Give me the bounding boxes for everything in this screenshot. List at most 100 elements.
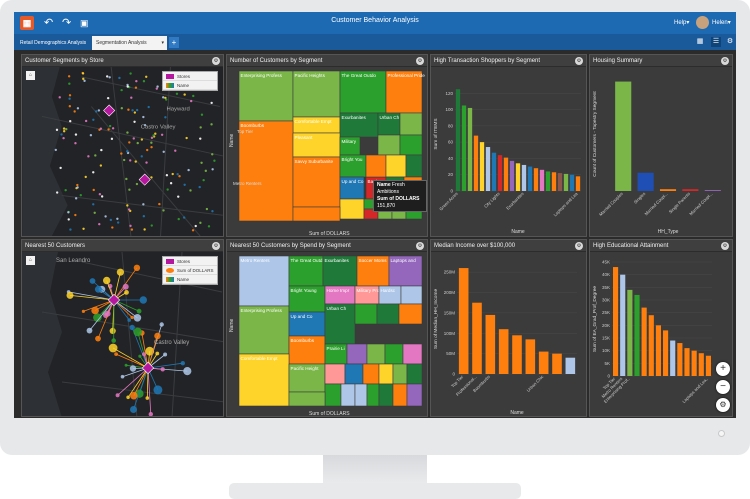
x-tick-label: Green Acres (438, 191, 458, 211)
map-home-icon[interactable]: ⌂ (26, 71, 35, 80)
treemap-cell (288, 335, 326, 365)
x-tick-label: Urban Chic (526, 374, 545, 393)
panel-title: Number of Customers by Segment ⚙ (227, 55, 427, 67)
user-menu[interactable]: Helen▾ (712, 20, 731, 26)
customer-point (143, 228, 146, 231)
treemap-cell-label: Laptops and (391, 258, 417, 263)
customer-point (200, 161, 203, 164)
bar (663, 330, 669, 376)
map-home-icon[interactable]: ⌂ (26, 256, 35, 265)
customer-point (127, 318, 131, 322)
gear-icon[interactable]: ⚙ (721, 57, 729, 65)
map-view[interactable]: San Leandro Castro Valley ⌂ Stores Sum o… (22, 251, 224, 417)
treemap-cell-label: The Great Outdo (342, 73, 377, 78)
customer-point (67, 218, 70, 221)
customer-point (93, 313, 102, 322)
customer-point (116, 268, 124, 276)
customer-point (64, 188, 67, 192)
bar (691, 350, 697, 376)
panel-nearest-50-map: Nearest 50 Customers ⚙ San Leandro Castro… (21, 239, 224, 417)
redo-icon[interactable]: ↷ (62, 17, 72, 29)
gear-icon[interactable]: ⚙ (212, 242, 220, 250)
customer-point (139, 296, 147, 304)
customer-point (205, 207, 209, 211)
customer-point (178, 175, 181, 178)
treemap-cell (378, 363, 394, 385)
customer-point (129, 224, 132, 228)
customer-point (211, 168, 214, 171)
settings-sliders-icon[interactable]: ⚙ (726, 38, 734, 45)
grid-view-icon[interactable]: ▦ (696, 38, 704, 45)
chart-area: Metro Renters The Great Outd Exurbanites So… (227, 252, 427, 416)
treemap-cell (406, 363, 423, 385)
y-tick-label: 50M (446, 351, 455, 356)
legend-item-stores[interactable]: Stores (163, 72, 217, 81)
panel-title-text: High Educational Attainment (593, 243, 669, 249)
spider-line (127, 367, 149, 398)
list-view-icon[interactable]: ☰ (711, 37, 721, 47)
customer-point (76, 107, 80, 110)
customer-point (140, 138, 144, 141)
y-axis-label: Name (229, 318, 235, 332)
treemap-cell (400, 285, 423, 305)
map-canvas[interactable]: Hayward Castro Valley (22, 67, 223, 236)
map-canvas[interactable]: San Leandro Castro Valley (22, 251, 224, 417)
y-tick-label: 250M (444, 270, 456, 275)
gear-icon[interactable]: ⚙ (721, 242, 729, 250)
save-icon[interactable]: ▣ (80, 18, 89, 28)
customer-point (109, 327, 116, 334)
treemap-cells[interactable]: Metro Renters The Great Outd Exurbanites So… (238, 255, 423, 407)
customer-point (150, 145, 153, 149)
bar-chart[interactable]: 0 20 40 60 80 100 120 Green Acres City Lights Exu… (431, 67, 586, 237)
customer-point (97, 109, 101, 112)
legend-item-stores[interactable]: Stores (163, 257, 217, 266)
gear-icon[interactable]: ⚙ (212, 57, 220, 65)
tab-retail-demographics[interactable]: Retail Demographics Analysis (16, 36, 88, 50)
zoom-out-button[interactable]: − (716, 380, 730, 394)
treemap-cell-label: Enterprising Profess (241, 308, 283, 313)
panel-title: Customer Segments by Store ⚙ (22, 55, 223, 67)
map-view[interactable]: Hayward Castro Valley ⌂ Stores Name (22, 67, 223, 236)
gear-icon[interactable]: ⚙ (575, 242, 583, 250)
treemap-chart[interactable]: Metro Renters The Great Outd Exurbanites So… (227, 252, 427, 417)
legend-item-name[interactable]: Name (163, 81, 217, 90)
x-axis-label: Sum of DOLLARS (309, 231, 350, 237)
gear-icon[interactable]: ⚙ (575, 57, 583, 65)
treemap-cell (392, 383, 408, 407)
customer-point (199, 221, 202, 225)
chevron-down-icon[interactable]: ▾ (161, 40, 164, 46)
treemap-cell (399, 134, 423, 156)
avatar[interactable] (696, 16, 709, 29)
tooltip-name-label: Name (377, 182, 391, 188)
help-menu[interactable]: Help▾ (674, 20, 690, 26)
gear-icon[interactable]: ⚙ (416, 57, 424, 65)
customer-point (55, 191, 59, 194)
bar (615, 81, 632, 191)
treemap-cell-label: Military (342, 139, 357, 144)
legend-item-name[interactable]: Name (163, 275, 217, 284)
y-axis-label: Sum of ITEMS (433, 118, 439, 149)
undo-icon[interactable]: ↶ (44, 17, 54, 29)
store-markers[interactable] (103, 104, 151, 186)
map-place-label: San Leandro (56, 258, 91, 264)
tab-segmentation-analysis[interactable]: Segmentation Analysis ▾ (92, 36, 167, 50)
gear-icon[interactable]: ⚙ (416, 242, 424, 250)
treemap-cell (292, 206, 341, 222)
add-tab-button[interactable]: + (169, 37, 179, 48)
settings-gear-icon[interactable]: ⚙ (716, 398, 730, 412)
legend-item-sum-dollars[interactable]: Sum of DOLLARS (163, 266, 217, 275)
map-legend: Stores Sum of DOLLARS Name (162, 256, 218, 285)
bar (485, 147, 491, 191)
app-logo-icon[interactable]: ▦ (20, 16, 34, 30)
customer-point (100, 195, 104, 198)
spider-line (69, 295, 115, 301)
zoom-in-button[interactable]: + (716, 362, 730, 376)
customer-point (183, 183, 186, 186)
bar (655, 325, 661, 376)
customer-point (92, 118, 95, 121)
customer-point (145, 75, 148, 78)
customer-point (95, 335, 101, 342)
